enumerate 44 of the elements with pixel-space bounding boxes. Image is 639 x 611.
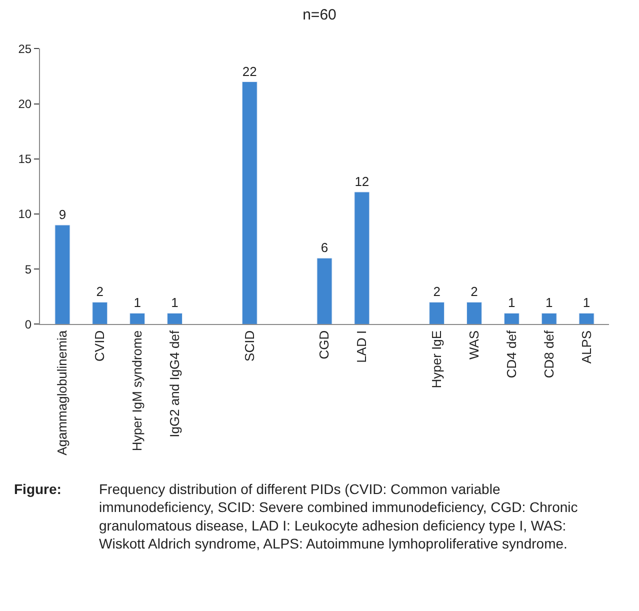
text: Figure: Frequency distribution of different PIDs (CVID: Common variable immunodeficiency, SCID: Severe combined immunodeficiency, CGD: Chronic granulomatous disease, LAD I: Leukocyte adhesion deficiency type I, WAS: Wiskott Aldrich syndrome, ALPS: Autoimmune lymhoproliferative syndrome. bbox=[14, 481, 578, 552]
bar bbox=[541, 312, 557, 324]
x-tick-label: SCID bbox=[242, 330, 257, 362]
bar bbox=[504, 312, 520, 324]
bar bbox=[316, 258, 332, 324]
bar bbox=[578, 312, 594, 324]
y-tick-label: 0 bbox=[24, 317, 32, 332]
data-label: 1 bbox=[508, 295, 516, 310]
data-label: 1 bbox=[545, 295, 553, 310]
y-tick-label: 20 bbox=[18, 97, 32, 111]
x-tick-label: ALPS bbox=[578, 330, 594, 364]
bar bbox=[429, 302, 445, 324]
y-tick-label: 10 bbox=[18, 207, 32, 222]
x-tick-label: CGD bbox=[316, 330, 332, 360]
x-tick-label: Hyper IgE bbox=[429, 330, 444, 388]
bar bbox=[354, 192, 370, 324]
data-label: 9 bbox=[58, 207, 66, 222]
data-label: 12 bbox=[354, 174, 370, 189]
bar bbox=[92, 302, 108, 324]
bar bbox=[167, 312, 182, 324]
x-tick-label: Agammaglobulinemia bbox=[54, 330, 70, 456]
bar bbox=[242, 82, 258, 324]
x-tick-label: CD4 def bbox=[504, 330, 519, 378]
bar bbox=[54, 224, 70, 324]
y-tick-label: 25 bbox=[18, 42, 32, 56]
data-label: 1 bbox=[171, 295, 178, 310]
data-label: 2 bbox=[433, 284, 440, 300]
y-tick-label: 5 bbox=[24, 262, 32, 276]
y-tick-label: 15 bbox=[18, 152, 32, 166]
x-tick-label: CD8 def bbox=[541, 330, 556, 378]
chart-title: n=60 bbox=[302, 6, 336, 24]
x-tick-label: CVID bbox=[92, 330, 108, 362]
data-label: 1 bbox=[134, 295, 141, 310]
data-label: 22 bbox=[242, 64, 257, 79]
data-label: 2 bbox=[470, 284, 478, 300]
data-label: 2 bbox=[96, 284, 104, 300]
x-tick-label: LAD I bbox=[354, 330, 370, 363]
data-label: 6 bbox=[320, 240, 328, 256]
x-tick-label: Hyper IgM syndrome bbox=[130, 330, 145, 452]
bar bbox=[466, 302, 482, 324]
bar bbox=[130, 312, 146, 324]
x-tick-label: WAS bbox=[466, 330, 482, 360]
x-tick-label: IgG2 and IgG4 def bbox=[166, 330, 182, 438]
data-label: 1 bbox=[582, 295, 590, 310]
